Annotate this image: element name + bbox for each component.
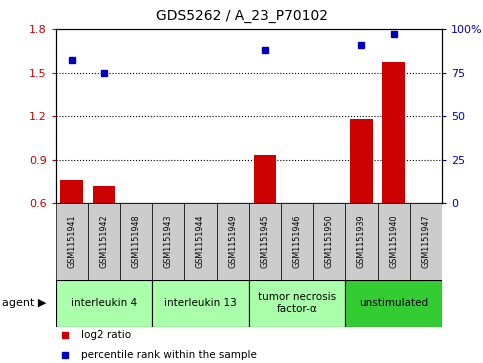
Bar bbox=[249, 203, 281, 280]
Text: GSM1151941: GSM1151941 bbox=[67, 215, 76, 268]
Text: log2 ratio: log2 ratio bbox=[81, 330, 131, 340]
Bar bbox=[345, 280, 442, 327]
Bar bbox=[60, 180, 83, 203]
Text: agent ▶: agent ▶ bbox=[2, 298, 47, 308]
Bar bbox=[93, 186, 115, 203]
Text: percentile rank within the sample: percentile rank within the sample bbox=[81, 350, 256, 360]
Text: GSM1151944: GSM1151944 bbox=[196, 215, 205, 268]
Text: GSM1151946: GSM1151946 bbox=[293, 215, 301, 268]
Text: GSM1151948: GSM1151948 bbox=[131, 215, 141, 268]
Text: GDS5262 / A_23_P70102: GDS5262 / A_23_P70102 bbox=[156, 9, 327, 23]
Text: tumor necrosis
factor-α: tumor necrosis factor-α bbox=[258, 292, 336, 314]
Bar bbox=[254, 155, 276, 203]
Text: GSM1151939: GSM1151939 bbox=[357, 215, 366, 268]
Text: GSM1151949: GSM1151949 bbox=[228, 215, 237, 268]
Text: unstimulated: unstimulated bbox=[359, 298, 428, 308]
Bar bbox=[56, 203, 88, 280]
Bar bbox=[152, 203, 185, 280]
Bar bbox=[216, 203, 249, 280]
Bar bbox=[350, 119, 373, 203]
Text: GSM1151947: GSM1151947 bbox=[421, 215, 430, 268]
Text: GSM1151945: GSM1151945 bbox=[260, 215, 270, 268]
Text: interleukin 4: interleukin 4 bbox=[71, 298, 137, 308]
Bar bbox=[56, 280, 152, 327]
Bar bbox=[383, 62, 405, 203]
Text: GSM1151940: GSM1151940 bbox=[389, 215, 398, 268]
Text: interleukin 13: interleukin 13 bbox=[164, 298, 237, 308]
Text: GSM1151950: GSM1151950 bbox=[325, 215, 334, 268]
Bar bbox=[88, 203, 120, 280]
Bar bbox=[345, 203, 378, 280]
Text: GSM1151943: GSM1151943 bbox=[164, 215, 173, 268]
Bar bbox=[281, 203, 313, 280]
Bar bbox=[249, 280, 345, 327]
Text: GSM1151942: GSM1151942 bbox=[99, 215, 108, 268]
Bar bbox=[185, 203, 216, 280]
Bar bbox=[378, 203, 410, 280]
Bar bbox=[410, 203, 442, 280]
Bar bbox=[120, 203, 152, 280]
Bar bbox=[152, 280, 249, 327]
Bar bbox=[313, 203, 345, 280]
